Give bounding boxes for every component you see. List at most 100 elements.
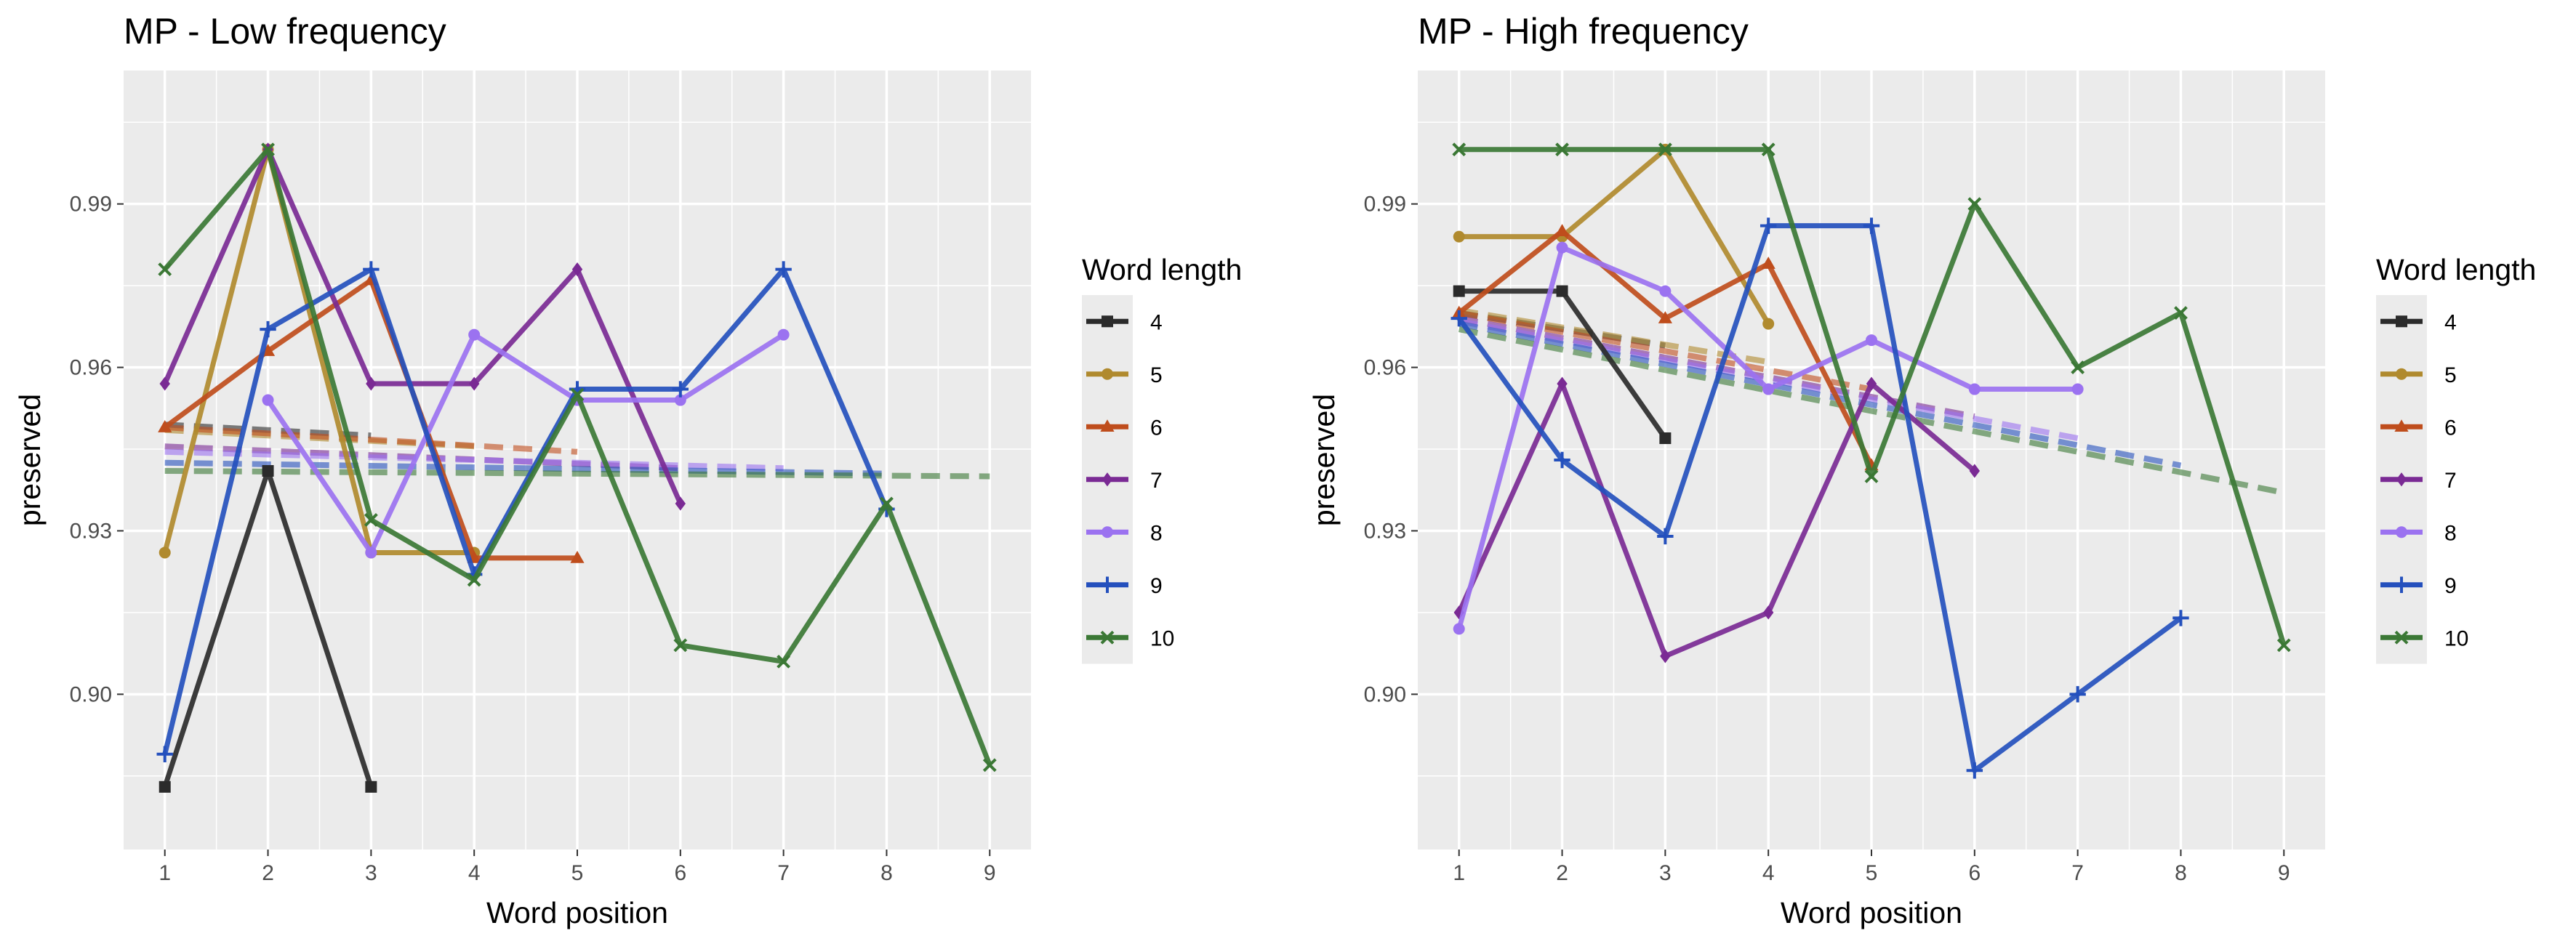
data-point xyxy=(672,381,689,398)
x-tick-label: 8 xyxy=(880,861,893,885)
legend-item-6: 6 xyxy=(2376,400,2457,453)
y-tick-label: 0.96 xyxy=(70,356,112,380)
data-point xyxy=(1453,623,1465,635)
y-tick-label: 0.99 xyxy=(70,193,112,217)
legend-title: Word length xyxy=(1082,253,1242,286)
data-point xyxy=(1761,257,1775,269)
data-point xyxy=(1863,217,1880,234)
data-point xyxy=(1864,469,1879,483)
x-tick-label: 3 xyxy=(1659,861,1672,885)
chart-title: MP - Low frequency xyxy=(124,11,446,52)
data-point xyxy=(675,496,686,511)
legend-marker xyxy=(2394,419,2409,432)
legend-label: 5 xyxy=(2444,363,2457,387)
y-axis-label: preserved xyxy=(1307,394,1341,526)
series-line xyxy=(1458,147,1771,326)
legend-item-10: 10 xyxy=(2376,611,2468,664)
legend-title: Word length xyxy=(2376,253,2536,286)
x-tick-label: 9 xyxy=(984,861,996,885)
x-axis-label: Word position xyxy=(486,896,668,929)
x-tick-label: 5 xyxy=(571,861,584,885)
data-point xyxy=(1761,142,1775,157)
y-tick-label: 0.96 xyxy=(1364,356,1406,380)
y-tick-label: 0.90 xyxy=(70,682,112,706)
series-line xyxy=(162,267,889,755)
trend-line-5 xyxy=(1458,307,1769,366)
series-line xyxy=(1456,223,2183,773)
series-4 xyxy=(1453,285,1672,445)
trend-lines xyxy=(1458,307,2285,496)
legend-label: 5 xyxy=(1150,363,1163,387)
legend-marker xyxy=(2396,315,2407,328)
trend-line-8 xyxy=(1458,318,2079,441)
data-point xyxy=(468,328,481,341)
series-8 xyxy=(262,328,790,559)
trend-line-10 xyxy=(1458,326,2285,496)
series-7 xyxy=(1453,376,1981,663)
x-tick-label: 6 xyxy=(674,861,686,885)
legend-item-9: 9 xyxy=(2376,558,2457,611)
legend-marker xyxy=(1102,315,1113,328)
data-point xyxy=(1658,311,1672,323)
data-point xyxy=(1966,762,1983,779)
legend: Word length 4 5 6 7 8 9 10 xyxy=(1082,253,1242,664)
legend-item-4: 4 xyxy=(1082,295,1163,348)
trend-lines xyxy=(164,421,990,480)
data-point xyxy=(365,780,377,793)
x-tick-label: 1 xyxy=(1453,861,1465,885)
legend-marker xyxy=(1100,630,1115,645)
legend-label: 6 xyxy=(1150,416,1163,440)
data-point xyxy=(673,638,688,653)
series-line xyxy=(265,332,785,555)
data-point xyxy=(571,262,583,277)
x-tick-label: 7 xyxy=(777,861,790,885)
x-tick-label: 7 xyxy=(2071,861,2084,885)
grid xyxy=(1418,70,2325,850)
series-4 xyxy=(159,464,377,793)
series-9 xyxy=(156,261,895,763)
x-tick-label: 5 xyxy=(1866,861,1878,885)
data-point xyxy=(158,262,172,277)
data-point xyxy=(467,573,481,587)
x-tick-label: 6 xyxy=(1968,861,1981,885)
y-axis-label: preserved xyxy=(13,394,47,526)
legend-marker xyxy=(2396,472,2407,487)
series-10 xyxy=(1452,142,2291,653)
x-tick-label: 2 xyxy=(1556,861,1568,885)
data-point xyxy=(1556,241,1568,254)
data-point xyxy=(1866,334,1877,347)
legend-marker xyxy=(2393,576,2410,593)
data-point xyxy=(1450,310,1467,327)
legend-item-6: 6 xyxy=(1082,400,1163,453)
data-point xyxy=(262,394,274,406)
legend-marker xyxy=(2396,368,2407,380)
data-point xyxy=(570,387,585,402)
data-point xyxy=(1866,376,1877,391)
data-point xyxy=(159,780,171,793)
legend-label: 8 xyxy=(1150,521,1163,545)
data-point xyxy=(674,394,686,406)
data-point xyxy=(2071,383,2084,395)
legend-label: 8 xyxy=(2444,521,2457,545)
data-point xyxy=(777,654,791,669)
data-point xyxy=(1452,142,1466,157)
legend-marker xyxy=(1100,419,1115,432)
data-point xyxy=(982,758,997,772)
legend-marker xyxy=(2394,630,2409,645)
x-tick-label: 9 xyxy=(2278,861,2290,885)
series-line xyxy=(162,147,683,505)
y-axis-ticks: 0.90 0.93 0.96 0.99 xyxy=(70,193,124,706)
legend-label: 9 xyxy=(1150,574,1163,598)
data-point xyxy=(1659,432,1672,445)
legend-item-8: 8 xyxy=(2376,506,2457,559)
data-point xyxy=(880,496,894,511)
x-tick-label: 4 xyxy=(1762,861,1775,885)
x-tick-label: 3 xyxy=(365,861,377,885)
data-point xyxy=(2276,638,2291,653)
data-point xyxy=(158,420,172,432)
data-point xyxy=(261,142,275,157)
trend-line-8 xyxy=(164,448,784,472)
data-series xyxy=(1450,142,2291,779)
data-point xyxy=(777,328,790,341)
trend-line-10 xyxy=(164,467,990,480)
